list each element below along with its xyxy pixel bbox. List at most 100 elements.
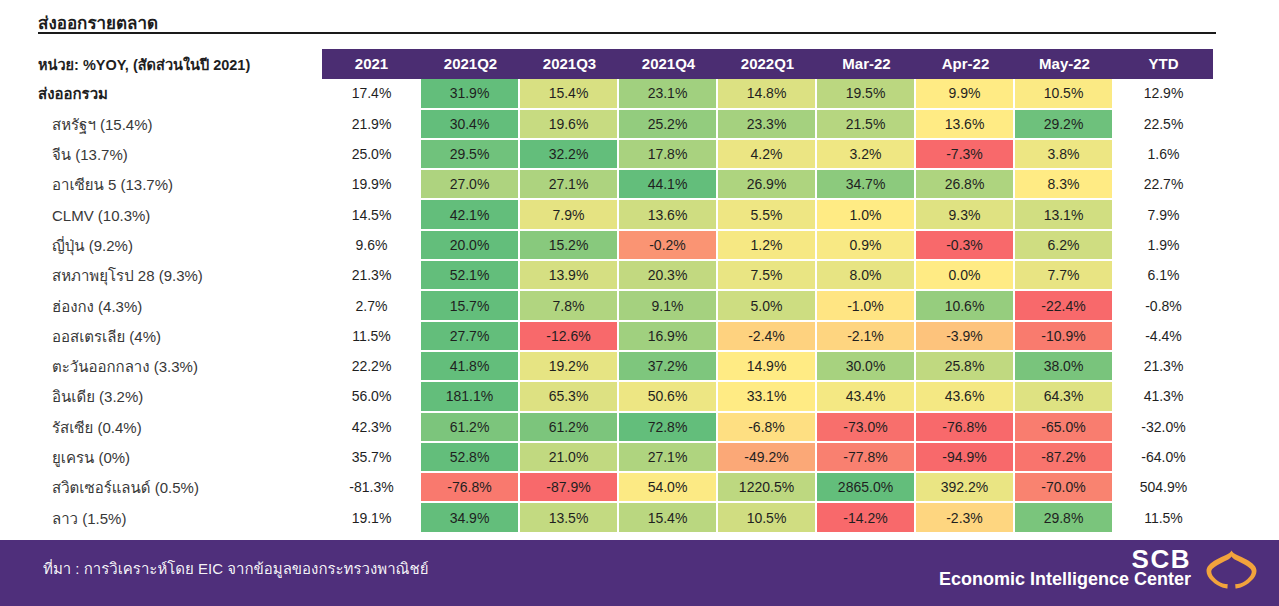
value-cell: 1.0% [817,200,916,230]
value-cell: 5.0% [718,291,817,321]
value-cell: 9.9% [916,79,1015,109]
value-cell: 14.9% [718,352,817,382]
value-cell: -87.2% [1015,443,1114,473]
value-cell: 7.9% [1114,200,1213,230]
value-cell: 43.4% [817,382,916,412]
value-cell: 21.3% [1114,352,1213,382]
value-cell: -32.0% [1114,413,1213,443]
value-cell: 6.2% [1015,231,1114,261]
value-cell: 13.6% [916,110,1015,140]
value-cell: 9.6% [322,231,421,261]
column-header-YTD: YTD [1114,49,1213,81]
value-cell: 7.9% [520,200,619,230]
value-cell: 22.7% [1114,170,1213,200]
value-cell: 54.0% [619,473,718,503]
value-cell: 0.9% [817,231,916,261]
value-cell: 23.3% [718,110,817,140]
value-cell: 13.9% [520,261,619,291]
value-cell: 43.6% [916,382,1015,412]
row-label: อาเซียน 5 (13.7%) [38,170,322,200]
column-header-2021: 2021 [322,49,421,81]
row-label: สหภาพยุโรป 28 (9.3%) [38,261,322,291]
value-cell: 44.1% [619,170,718,200]
value-cell: 41.8% [421,352,520,382]
row-label: ญี่ปุ่น (9.2%) [38,231,322,261]
value-cell: 15.4% [520,79,619,109]
value-cell: -76.8% [916,413,1015,443]
value-cell: 12.9% [1114,79,1213,109]
value-cell: 0.0% [916,261,1015,291]
row-label: CLMV (10.3%) [38,200,322,230]
unit-label: หน่วย: %YOY, (สัดส่วนในปี 2021) [38,49,322,81]
heatmap-table: หน่วย: %YOY, (สัดส่วนในปี 2021)20212021Q… [38,49,1213,534]
value-cell: 29.2% [1015,110,1114,140]
value-cell: 181.1% [421,382,520,412]
value-cell: -10.9% [1015,322,1114,352]
value-cell: -1.0% [817,291,916,321]
value-cell: -12.6% [520,322,619,352]
value-cell: 19.1% [322,503,421,533]
value-cell: 37.2% [619,352,718,382]
value-cell: -49.2% [718,443,817,473]
value-cell: 26.9% [718,170,817,200]
value-cell: 27.0% [421,170,520,200]
value-cell: 42.3% [322,413,421,443]
row-label: ส่งออกรวม [38,79,322,109]
value-cell: -81.3% [322,473,421,503]
footer-bar: ที่มา : การวิเคราะห์โดย EIC จากข้อมูลของ… [0,540,1279,606]
value-cell: 22.5% [1114,110,1213,140]
column-header-2021Q2: 2021Q2 [421,49,520,81]
page: ส่งออกรายตลาด หน่วย: %YOY, (สัดส่วนในปี … [0,0,1279,606]
value-cell: 15.7% [421,291,520,321]
value-cell: 72.8% [619,413,718,443]
eic-subtitle-text: Economic Intelligence Center [939,570,1191,589]
value-cell: 1.6% [1114,140,1213,170]
row-label: ตะวันออกกลาง (3.3%) [38,352,322,382]
value-cell: 14.8% [718,79,817,109]
value-cell: -14.2% [817,503,916,533]
value-cell: 20.3% [619,261,718,291]
value-cell: 50.6% [619,382,718,412]
value-cell: 5.5% [718,200,817,230]
value-cell: -4.4% [1114,322,1213,352]
row-label: สวิตเซอร์แลนด์ (0.5%) [38,473,322,503]
value-cell: 17.4% [322,79,421,109]
scb-lotus-icon [1205,549,1258,589]
value-cell: 34.9% [421,503,520,533]
value-cell: 7.7% [1015,261,1114,291]
value-cell: 42.1% [421,200,520,230]
value-cell: -2.3% [916,503,1015,533]
value-cell: 61.2% [520,413,619,443]
value-cell: -2.4% [718,322,817,352]
source-note: ที่มา : การวิเคราะห์โดย EIC จากข้อมูลของ… [43,557,429,581]
scb-brand-text: SCB [939,548,1191,570]
column-header-Mar-22: Mar-22 [817,49,916,81]
scb-logo: SCB Economic Intelligence Center [939,548,1258,589]
value-cell: 9.3% [916,200,1015,230]
value-cell: -2.1% [817,322,916,352]
value-cell: -70.0% [1015,473,1114,503]
value-cell: 13.5% [520,503,619,533]
value-cell: 7.8% [520,291,619,321]
value-cell: 38.0% [1015,352,1114,382]
value-cell: 392.2% [916,473,1015,503]
scb-logo-text: SCB Economic Intelligence Center [939,548,1191,589]
value-cell: 11.5% [322,322,421,352]
value-cell: -6.8% [718,413,817,443]
value-cell: 9.1% [619,291,718,321]
value-cell: 8.3% [1015,170,1114,200]
row-label: รัสเซีย (0.4%) [38,413,322,443]
value-cell: 4.2% [718,140,817,170]
value-cell: 27.1% [619,443,718,473]
value-cell: 17.8% [619,140,718,170]
column-header-2022Q1: 2022Q1 [718,49,817,81]
value-cell: 34.7% [817,170,916,200]
value-cell: 13.1% [1015,200,1114,230]
value-cell: 1.2% [718,231,817,261]
value-cell: 2865.0% [817,473,916,503]
value-cell: 10.5% [1015,79,1114,109]
value-cell: 52.1% [421,261,520,291]
value-cell: -73.0% [817,413,916,443]
value-cell: -0.3% [916,231,1015,261]
value-cell: 26.8% [916,170,1015,200]
